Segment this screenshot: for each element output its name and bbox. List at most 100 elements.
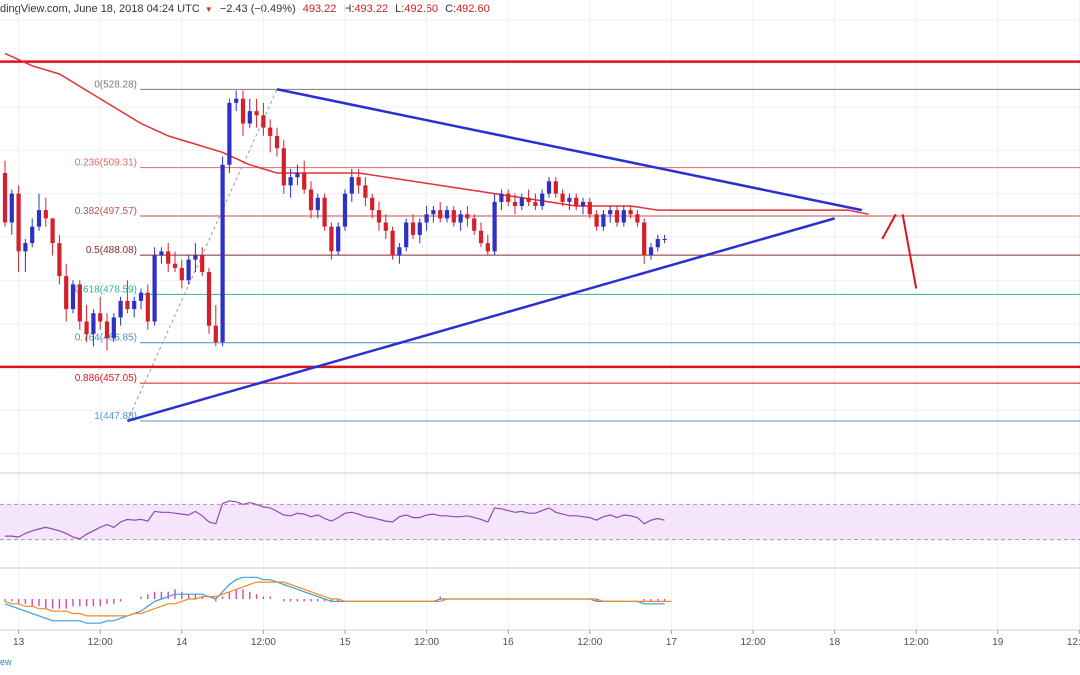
candle <box>594 210 599 231</box>
candle-body <box>16 193 21 252</box>
candle-body <box>621 210 626 223</box>
chart-header: dingView.com, June 18, 2018 04:24 UTC ▼ … <box>0 0 490 18</box>
change-value: −2.43 (−0.49%) <box>219 3 296 15</box>
sma-line <box>4 52 869 216</box>
candle <box>465 206 470 227</box>
candle-body <box>567 197 572 202</box>
candle <box>533 193 538 211</box>
sma-layer <box>4 52 869 216</box>
close-label: C: <box>445 3 457 15</box>
candle-body <box>9 193 14 223</box>
candle <box>98 296 103 330</box>
candle-body <box>23 243 28 252</box>
candle-body <box>376 210 382 223</box>
candle-body <box>404 222 409 248</box>
down-triangle-icon: ▼ <box>204 5 213 14</box>
trendlines-layer <box>127 88 863 423</box>
candle-body <box>200 255 205 272</box>
candle-body <box>533 201 538 206</box>
candle-body <box>118 300 123 318</box>
candle-body <box>438 210 443 219</box>
candle-body <box>234 98 239 103</box>
brand-fragment: ew <box>0 657 12 667</box>
candle <box>444 206 450 223</box>
candle-body <box>274 135 280 149</box>
candle-body <box>614 210 620 223</box>
candle-body <box>322 197 327 227</box>
candle-body <box>417 222 422 235</box>
x-tick-label: 18 <box>829 637 841 648</box>
candle-body <box>601 214 606 227</box>
triangle-lower <box>127 217 835 423</box>
candle <box>227 98 232 173</box>
candle-body <box>506 193 511 202</box>
candle <box>36 193 42 231</box>
candle <box>16 185 21 272</box>
candle <box>499 189 504 211</box>
candle <box>125 280 130 314</box>
x-tick-label: 17 <box>666 637 678 648</box>
projection-segment-0 <box>881 213 897 240</box>
candle-body <box>91 313 96 334</box>
candle-body <box>268 127 273 136</box>
candle <box>553 177 558 198</box>
candle-body <box>546 181 552 194</box>
candle-body <box>315 197 320 211</box>
candle <box>132 296 137 318</box>
x-tick-label: 16 <box>503 637 515 648</box>
x-tick-label: 15 <box>339 637 351 648</box>
candle <box>349 168 354 202</box>
candle-body <box>281 148 286 186</box>
candle-body <box>227 102 232 165</box>
candle-body <box>648 247 654 256</box>
candle <box>206 267 212 334</box>
x-axis: 13 12:00 14 12:00 15 12:00 16 12:00 17 12:00 18 12:… <box>13 630 1080 648</box>
candle-body <box>329 226 334 252</box>
candle <box>200 247 205 277</box>
candle-body <box>424 214 429 223</box>
candle-body <box>560 193 565 202</box>
candle-body <box>635 214 640 223</box>
candle-body <box>472 218 477 231</box>
candle <box>519 193 524 211</box>
candle <box>635 210 640 227</box>
candle <box>608 206 613 223</box>
candle <box>261 102 266 136</box>
candle <box>383 214 388 239</box>
candle <box>77 280 82 330</box>
candle-body <box>104 321 110 338</box>
x-tick-label: 12:00 <box>904 637 929 648</box>
candle <box>376 201 382 231</box>
x-tick-label: 12:00 <box>88 637 113 648</box>
candle-body <box>84 321 89 334</box>
fib-label-0.618: 0.618(478.59) <box>75 284 137 295</box>
projection-segment-1 <box>901 214 918 289</box>
resistance-lines <box>0 60 1080 369</box>
candle <box>417 218 422 244</box>
projection-layer <box>881 213 918 289</box>
x-tick-label: 12:00 <box>577 637 602 648</box>
candle-body <box>145 292 150 322</box>
candle-body <box>465 214 470 219</box>
candle-body <box>349 177 354 194</box>
candle-body <box>98 313 103 322</box>
candle <box>322 193 327 231</box>
candle <box>404 218 409 252</box>
candle-body <box>363 185 368 198</box>
candle <box>254 98 259 128</box>
candle <box>172 251 178 272</box>
candle <box>193 243 198 272</box>
candle-body <box>111 317 116 338</box>
candle <box>363 177 368 206</box>
x-tick-label: 12:00 <box>414 637 439 648</box>
candle <box>587 197 592 219</box>
candle-body <box>152 255 157 322</box>
fib-label-0: 0(528.28) <box>94 79 137 90</box>
candle <box>145 284 150 330</box>
candle-body <box>410 222 416 235</box>
candle <box>91 309 96 347</box>
candle-body <box>179 267 184 281</box>
candle-body <box>295 173 300 178</box>
candle-body <box>587 201 592 215</box>
